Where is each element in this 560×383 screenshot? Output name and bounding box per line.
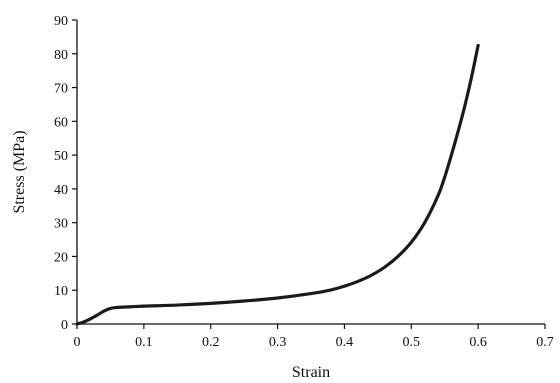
- y-axis-ticks: 0 10 20 30 40 50 60 70 80 90: [54, 14, 77, 333]
- stress-strain-curve: [75, 43, 480, 326]
- y-tick-label: 50: [54, 149, 68, 164]
- x-axis-ticks: 0 0.1 0.2 0.3 0.4 0.5 0.6 0.7: [74, 324, 554, 350]
- y-tick-label: 20: [54, 250, 68, 265]
- x-tick-label: 0.7: [536, 335, 554, 350]
- x-axis-title: Strain: [292, 364, 330, 381]
- y-tick-label: 60: [54, 115, 68, 130]
- y-tick-label: 70: [54, 82, 68, 97]
- y-tick-label: 80: [54, 48, 68, 63]
- y-tick-label: 90: [54, 14, 68, 29]
- x-tick-label: 0.1: [135, 335, 153, 350]
- x-tick-label: 0.6: [469, 335, 487, 350]
- x-tick-label: 0.3: [269, 335, 287, 350]
- y-tick-label: 30: [54, 217, 68, 232]
- y-axis-title: Stress (MPa): [11, 130, 28, 213]
- x-tick-label: 0: [74, 335, 81, 350]
- x-tick-label: 0.5: [403, 335, 421, 350]
- y-tick-label: 40: [54, 183, 68, 198]
- x-tick-label: 0.2: [202, 335, 220, 350]
- y-tick-label: 0: [61, 318, 68, 333]
- x-tick-label: 0.4: [336, 335, 354, 350]
- y-tick-label: 10: [54, 284, 68, 299]
